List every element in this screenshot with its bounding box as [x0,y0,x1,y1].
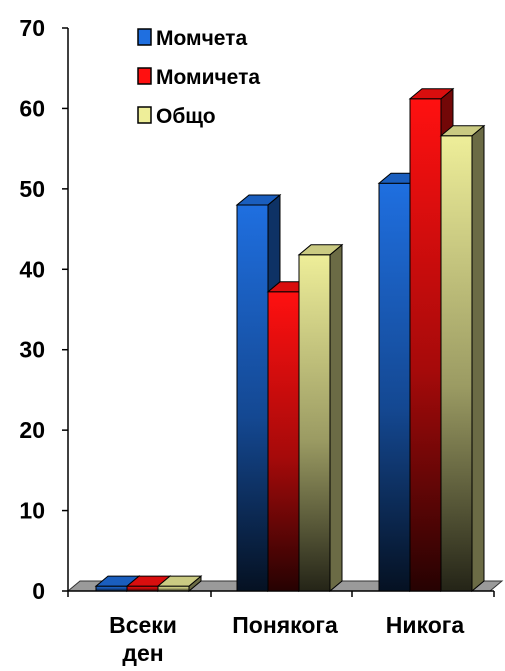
bar-top [235,194,282,206]
bar-side [329,243,343,593]
bar-front [95,585,128,592]
bar-front [440,135,473,592]
bar [439,124,486,593]
x-tick-label: ден [122,640,163,666]
y-axis: 0 10 20 30 40 50 60 70 [19,15,69,604]
bar-top [156,575,203,587]
bar-front [409,98,442,592]
x-tick-label: Всеки [109,612,177,638]
y-tick-label: 70 [19,15,45,41]
y-tick-label: 0 [32,578,45,604]
bar-top [439,125,486,137]
bar-top [297,244,344,256]
legend-swatch [137,28,152,46]
legend: Момчета Момичета Общо [137,27,260,128]
bar-series-group [94,87,486,593]
bar-front [126,585,159,592]
legend-label: Момичета [156,66,260,89]
y-tick-label: 50 [19,176,45,202]
legend-swatch [137,106,152,124]
bar-front [378,182,411,592]
x-tick-label: Понякога [232,612,338,638]
bar-front [298,254,331,592]
y-tick-label: 40 [19,256,45,282]
legend-label: Момчета [156,27,247,50]
bar-front [157,585,190,592]
bar-front [236,204,269,592]
bar [156,575,203,593]
x-tick-label: Никога [386,612,465,638]
bar [297,243,344,593]
bar-side [471,124,485,593]
y-tick-label: 20 [19,417,45,443]
y-tick-label: 60 [19,95,45,121]
y-tick-label: 10 [19,498,45,524]
bar-front [267,291,300,592]
legend-label: Общо [156,105,216,128]
bar-top [408,88,455,100]
legend-swatch [137,67,152,85]
y-tick-label: 30 [19,337,45,363]
